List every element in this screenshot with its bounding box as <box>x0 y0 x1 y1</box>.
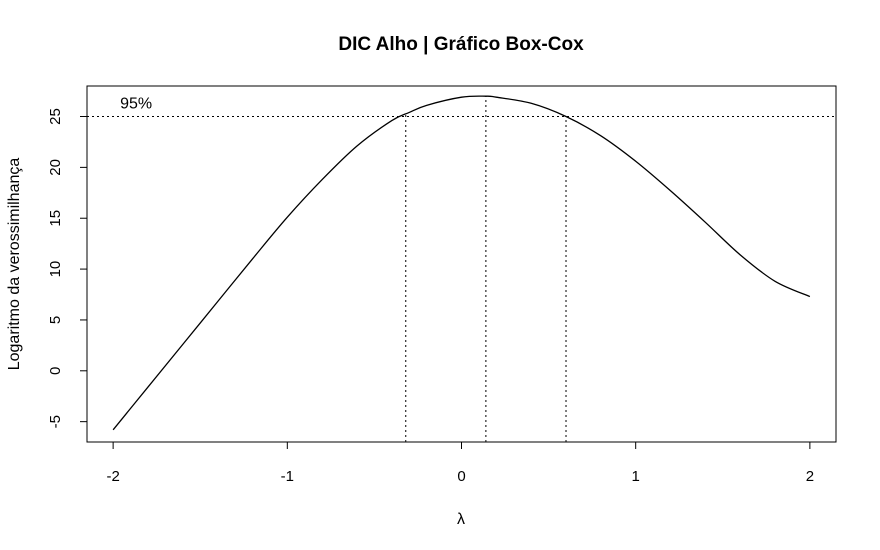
log-likelihood-curve <box>112 95 811 431</box>
y-tick-label: 10 <box>47 261 64 278</box>
y-axis: -5 0 5 10 15 20 25 <box>47 108 88 428</box>
y-axis-label: Logaritmo da verossimilhança <box>6 158 23 371</box>
x-tick-label: 2 <box>806 468 814 485</box>
x-tick-label: -2 <box>106 468 119 485</box>
y-tick-label: -5 <box>47 415 64 428</box>
y-tick-label: 15 <box>47 210 64 227</box>
chart-title: DIC Alho | Gráfico Box-Cox <box>338 34 584 55</box>
y-tick-label: 25 <box>47 108 64 125</box>
y-tick-label: 5 <box>47 316 64 324</box>
y-tick-label: 0 <box>47 367 64 375</box>
x-tick-label: 1 <box>632 468 640 485</box>
plot-frame <box>86 85 837 443</box>
x-axis: -2 -1 0 1 2 <box>106 441 814 485</box>
y-tick-label: 20 <box>47 159 64 176</box>
x-tick-label: -1 <box>281 468 294 485</box>
ci-label-95: 95% <box>120 95 152 112</box>
x-axis-label: λ <box>457 511 465 528</box>
x-tick-label: 0 <box>457 468 465 485</box>
